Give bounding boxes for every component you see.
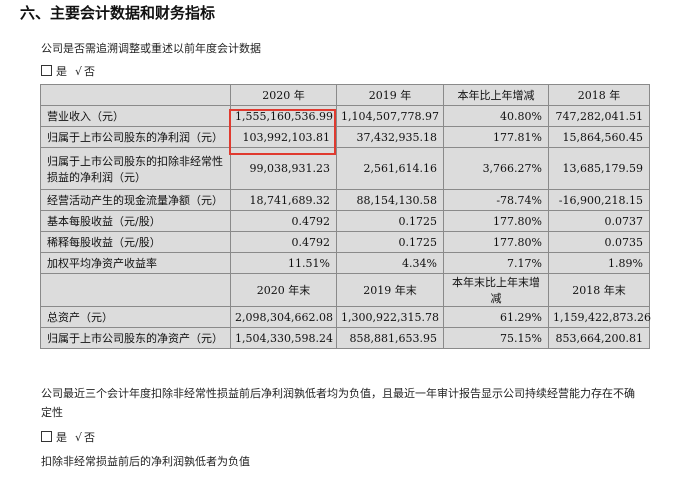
table-row: 加权平均净资产收益率 11.51% 4.34% 7.17% 1.89% [40,252,650,274]
table-row: 经营活动产生的现金流量净额（元） 18,741,689.32 88,154,13… [40,189,650,211]
check-mark-icon: √ [75,65,83,78]
value-cell: 1.89% [548,252,650,274]
value-cell: 1,159,422,873.26 [548,306,651,328]
value-cell: 40.80% [443,105,549,127]
row-label: 营业收入（元） [40,105,231,127]
value-cell: 37,432,935.18 [336,126,444,148]
header-cell: 2020 年末 [230,273,337,307]
question-going-concern: 公司最近三个会计年度扣除非经常性损益前后净利润孰低者均为负值，且最近一年审计报告… [41,387,635,400]
value-cell: 177.80% [443,210,549,232]
checkbox-icon[interactable] [41,65,52,76]
table-row: 归属于上市公司股东的净资产（元） 1,504,330,598.24 858,88… [40,327,650,349]
no-label: 否 [84,65,96,78]
value-cell: 0.1725 [336,210,444,232]
value-cell: 88,154,130.58 [336,189,444,211]
value-cell: 2,561,614.16 [336,147,444,190]
row-label: 总资产（元） [40,306,231,328]
value-cell: 858,881,653.95 [336,327,444,349]
value-cell: 1,300,922,315.78 [336,306,444,328]
row-label: 基本每股收益（元/股） [40,210,231,232]
question-restate: 公司是否需追溯调整或重述以前年度会计数据 [41,42,261,55]
table-row: 归属于上市公司股东的扣除非经常性损益的净利润（元） 99,038,931.23 … [40,147,650,190]
value-cell: 0.1725 [336,231,444,253]
row-label: 加权平均净资产收益率 [40,252,231,274]
yes-label: 是 [56,431,67,444]
checkbox-icon[interactable] [41,431,52,442]
header-cell: 2019 年 [336,84,444,106]
table-row: 总资产（元） 2,098,304,662.08 1,300,922,315.78… [40,306,651,328]
financial-table: 2020 年 2019 年 本年比上年增减 2018 年 营业收入（元） 1,5… [40,84,651,349]
value-cell: 13,685,179.59 [548,147,650,190]
value-cell: 11.51% [230,252,337,274]
value-cell: 853,664,200.81 [548,327,650,349]
table-row: 营业收入（元） 1,555,160,536.99 1,104,507,778.9… [40,105,650,127]
value-cell: 99,038,931.23 [230,147,337,190]
section-title: 六、主要会计数据和财务指标 [20,4,216,22]
row-label: 归属于上市公司股东的扣除非经常性损益的净利润（元） [40,147,231,190]
row-label: 归属于上市公司股东的净资产（元） [40,327,231,349]
table-row: 归属于上市公司股东的净利润（元） 103,992,103.81 37,432,9… [40,126,650,148]
value-cell: 1,555,160,536.99 [230,105,337,127]
answer-row-1: 是 √ 否 [41,63,95,79]
value-cell: 2,098,304,662.08 [230,306,337,328]
value-cell: 0.0737 [548,210,650,232]
value-cell: 177.80% [443,231,549,253]
check-mark-icon: √ [75,431,83,444]
value-cell: -16,900,218.15 [548,189,650,211]
value-cell: -78.74% [443,189,549,211]
value-cell: 7.17% [443,252,549,274]
table-row: 稀释每股收益（元/股） 0.4792 0.1725 177.80% 0.0735 [40,231,650,253]
header-cell: 2019 年末 [336,273,444,307]
header-cell: 本年末比上年末增减 [443,273,549,307]
value-cell: 18,741,689.32 [230,189,337,211]
value-cell: 4.34% [336,252,444,274]
value-cell: 0.4792 [230,231,337,253]
value-cell: 0.0735 [548,231,650,253]
table-row: 基本每股收益（元/股） 0.4792 0.1725 177.80% 0.0737 [40,210,650,232]
header-cell: 2020 年 [230,84,337,106]
row-label: 稀释每股收益（元/股） [40,231,231,253]
question-going-concern-cont: 定性 [41,406,63,419]
header-cell [40,273,231,307]
value-cell: 747,282,041.51 [548,105,650,127]
value-cell: 177.81% [443,126,549,148]
value-cell: 61.29% [443,306,549,328]
footer-note: 扣除非经常损益前后的净利润孰低者为负值 [41,455,250,468]
header-cell: 2018 年末 [548,273,650,307]
header-cell: 本年比上年增减 [443,84,549,106]
no-label: 否 [84,431,96,444]
value-cell: 0.4792 [230,210,337,232]
header-cell: 2018 年 [548,84,650,106]
row-label: 经营活动产生的现金流量净额（元） [40,189,231,211]
yes-label: 是 [56,65,67,78]
value-cell: 3,766.27% [443,147,549,190]
value-cell: 15,864,560.45 [548,126,650,148]
answer-row-2: 是 √ 否 [41,429,95,445]
table-header-row-2: 2020 年末 2019 年末 本年末比上年末增减 2018 年末 [40,273,650,307]
table-header-row: 2020 年 2019 年 本年比上年增减 2018 年 [40,84,650,106]
row-label: 归属于上市公司股东的净利润（元） [40,126,231,148]
value-cell: 1,104,507,778.97 [336,105,444,127]
header-cell [40,84,231,106]
value-cell: 103,992,103.81 [230,126,337,148]
value-cell: 1,504,330,598.24 [230,327,337,349]
value-cell: 75.15% [443,327,549,349]
